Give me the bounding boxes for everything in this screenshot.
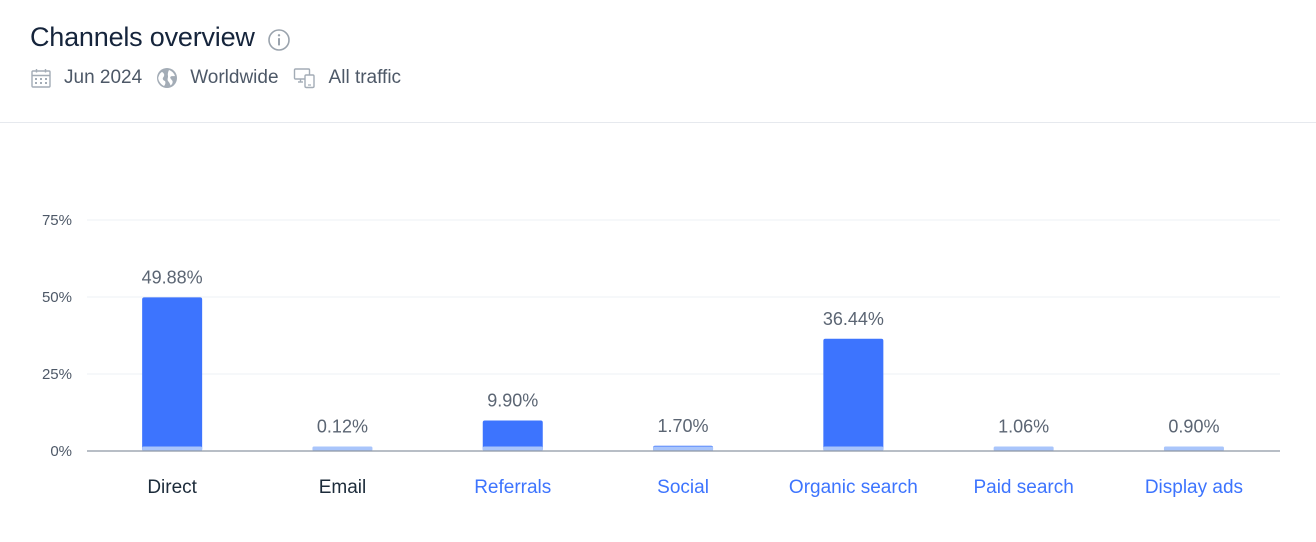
header-divider [0,122,1316,123]
data-label: 9.90% [487,391,538,411]
data-label: 0.90% [1168,417,1219,437]
chart-header: Channels overview Jun 2024 [30,22,1286,89]
bar [482,420,543,451]
traffic-label: All traffic [328,67,402,88]
globe-icon [157,68,178,88]
y-tick-label: 0% [50,443,72,460]
title-row: Channels overview [30,22,1286,53]
bar-base [823,446,884,451]
category-link[interactable]: Referrals [474,477,551,498]
calendar-icon [31,69,51,88]
filter-row: Jun 2024 Worldwide All traffic [30,67,1286,89]
category-link[interactable]: Organic search [789,477,918,498]
bar-base [993,446,1054,451]
bar-base [312,446,373,451]
y-tick-label: 25% [42,366,72,383]
data-label: 0.12% [317,417,368,437]
bar-base [653,446,714,451]
page-title: Channels overview [30,22,255,52]
category-link[interactable]: Paid search [973,477,1073,498]
bar-base [142,446,203,451]
bar [823,338,884,451]
date-label: Jun 2024 [64,67,143,88]
y-tick-label: 75% [42,212,72,229]
category-label: Email [319,477,367,498]
traffic-filter[interactable]: All traffic [293,67,402,89]
y-tick-label: 50% [42,289,72,306]
date-filter[interactable]: Jun 2024 [30,67,142,89]
devices-icon [293,68,315,89]
data-label: 1.70% [658,416,709,436]
region-label: Worldwide [190,67,279,88]
category-link[interactable]: Display ads [1145,477,1243,498]
bar-base [1163,446,1224,451]
data-label: 49.88% [142,267,203,287]
data-label: 1.06% [998,417,1049,437]
bar [142,297,203,451]
category-label: Direct [147,477,197,498]
info-icon[interactable] [267,28,291,52]
data-label: 36.44% [823,309,884,329]
bar-base [482,446,543,451]
category-link[interactable]: Social [657,477,709,498]
region-filter[interactable]: Worldwide [156,67,279,89]
